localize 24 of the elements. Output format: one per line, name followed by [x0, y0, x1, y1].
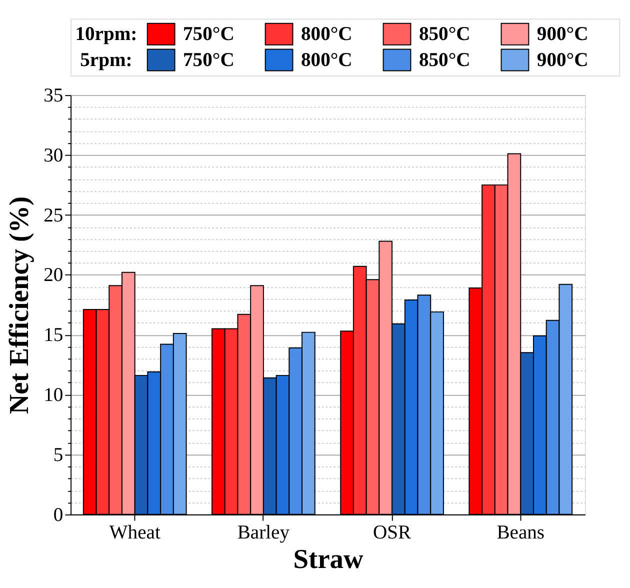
x-axis-title: Straw: [293, 544, 364, 574]
x-tick-label: Beans: [496, 522, 545, 544]
legend-label: 850°C: [418, 50, 470, 71]
y-axis-title: Net Efficiency (%): [4, 196, 34, 414]
y-tick-label: 10: [44, 384, 64, 406]
legend-label: 800°C: [300, 24, 352, 46]
x-tick-label: Barley: [237, 522, 290, 544]
legend-label: 750°C: [183, 24, 234, 46]
y-tick-label: 5: [53, 444, 64, 466]
legend-label: 750°C: [183, 50, 234, 71]
y-tick-label: 15: [44, 325, 64, 346]
legend-label: 800°C: [300, 50, 352, 71]
legend-label: 900°C: [536, 50, 588, 71]
y-tick-label: 25: [44, 205, 64, 226]
y-tick-label: 30: [44, 145, 64, 166]
x-tick-label: Wheat: [109, 522, 161, 544]
text: 10rpm:: [75, 24, 138, 46]
y-tick-label: 20: [44, 265, 64, 286]
legend-label: 850°C: [418, 24, 470, 46]
y-tick-label: 35: [44, 85, 64, 106]
x-tick-label: OSR: [372, 522, 412, 544]
text: 5rpm:: [80, 50, 132, 71]
y-tick-label: 0: [53, 504, 64, 526]
legend-label: 900°C: [536, 24, 588, 46]
